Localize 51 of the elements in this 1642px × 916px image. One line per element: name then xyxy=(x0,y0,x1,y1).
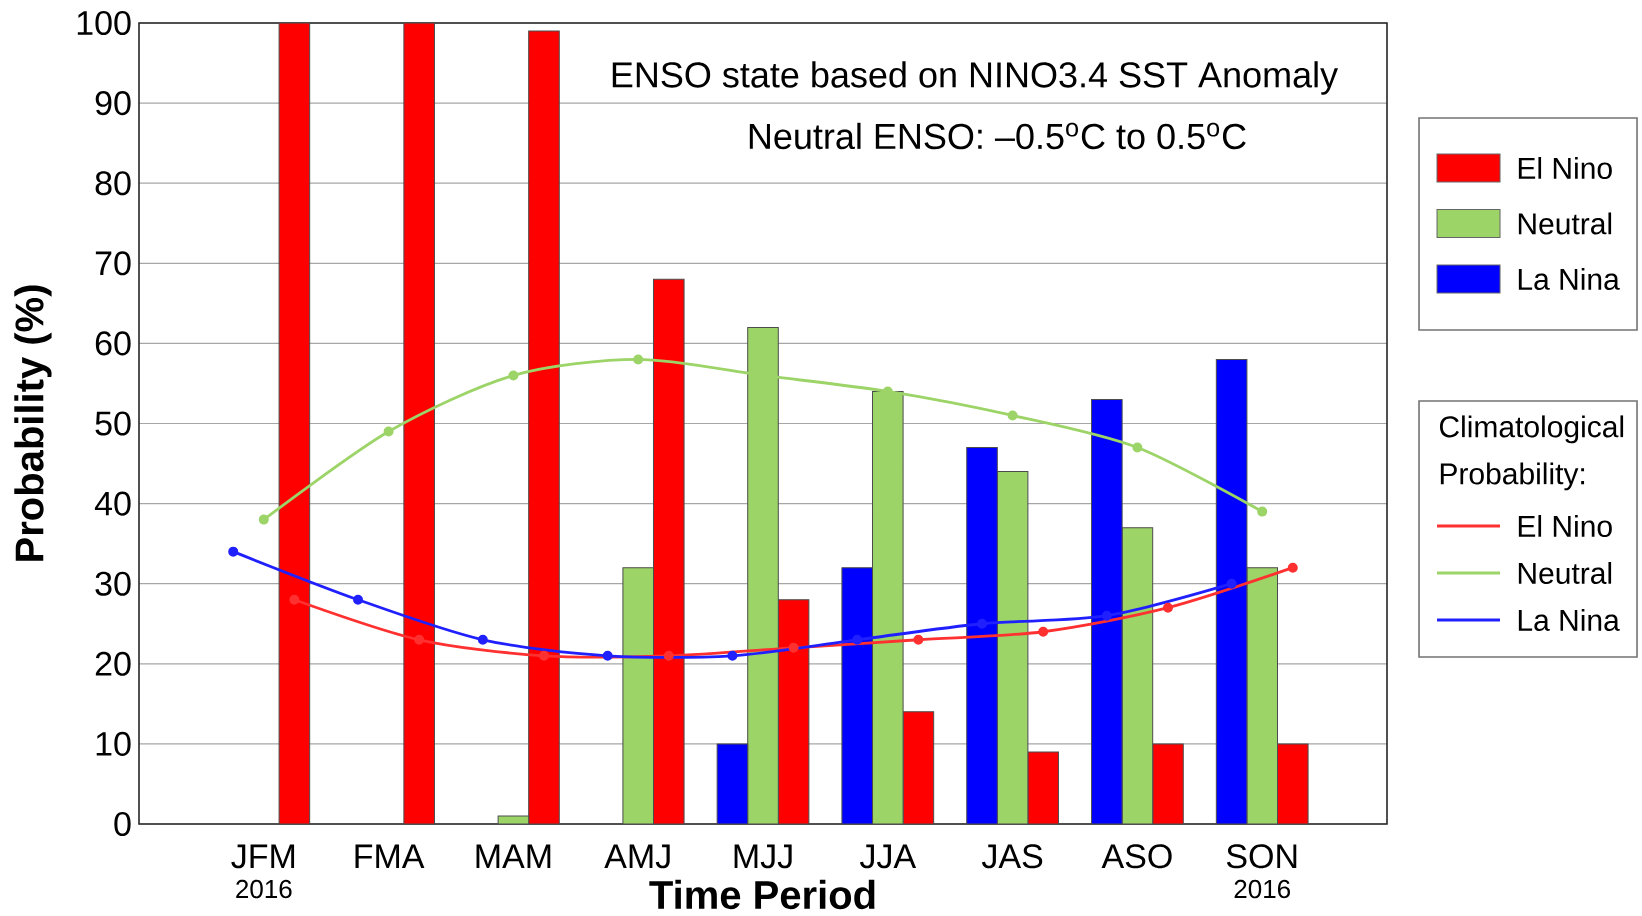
y-tick-label: 60 xyxy=(95,331,131,356)
bar xyxy=(1121,527,1154,824)
x-tick-label: FMA xyxy=(355,844,425,868)
bar xyxy=(528,30,560,824)
x-tick-label: MJJ xyxy=(734,844,792,869)
x-tick-label: JFM xyxy=(231,844,295,869)
y-tick-label: 10 xyxy=(96,731,131,756)
bar xyxy=(1152,743,1184,824)
legend-label: La Nina xyxy=(1518,267,1620,290)
y-tick-label: 90 xyxy=(95,91,131,116)
bar xyxy=(1246,567,1278,824)
x-tick-label: AMJ xyxy=(604,844,670,869)
x-tick-label: JAS xyxy=(981,844,1043,869)
legend-title: Climatological Probability: xyxy=(1439,415,1624,491)
x-tick-label: JJA xyxy=(860,844,917,869)
bar xyxy=(622,567,654,824)
x-tick-label: MAM xyxy=(476,844,551,868)
y-tick-label: 0 xyxy=(114,811,131,837)
bar xyxy=(1091,398,1123,824)
text: Neutral ENSO: –0.5$^{o}$C to 0.5$^{o}$C xyxy=(749,122,1246,150)
y-axis-title: Probability (%) xyxy=(14,285,52,561)
bar xyxy=(777,599,810,824)
bar xyxy=(1276,743,1309,824)
y-tick-label: 100 xyxy=(77,10,131,36)
x-axis-title: Time Period xyxy=(649,879,875,910)
y-tick-label: 20 xyxy=(95,651,131,676)
bar xyxy=(716,743,749,824)
x-tick-label: ASO xyxy=(1101,844,1172,869)
y-tick-label: 30 xyxy=(95,571,131,596)
legend-label: Neutral xyxy=(1518,561,1612,584)
y-tick-label: 40 xyxy=(94,491,131,516)
bar xyxy=(966,447,998,824)
bar xyxy=(403,22,435,824)
y-tick-label: 50 xyxy=(95,411,131,436)
bar xyxy=(1215,358,1248,824)
bar xyxy=(902,711,935,824)
y-tick-label: 80 xyxy=(95,171,131,196)
text: ENSO state based on NINO3.4 SST Anomaly xyxy=(612,61,1339,95)
bar xyxy=(652,278,685,824)
text: 2016 xyxy=(236,879,292,899)
y-tick-label: 70 xyxy=(95,251,131,276)
legend-label: El Nino xyxy=(1518,514,1612,537)
bar xyxy=(841,567,874,824)
legend-label: La Nina xyxy=(1518,608,1620,631)
legend-label: El Nino xyxy=(1518,156,1612,179)
x-tick-label: SON xyxy=(1226,844,1297,869)
text: 2016 xyxy=(1234,879,1290,899)
bar xyxy=(1027,751,1059,824)
bar xyxy=(278,22,311,824)
legend-label: Neutral xyxy=(1518,212,1612,235)
bar xyxy=(996,471,1029,824)
